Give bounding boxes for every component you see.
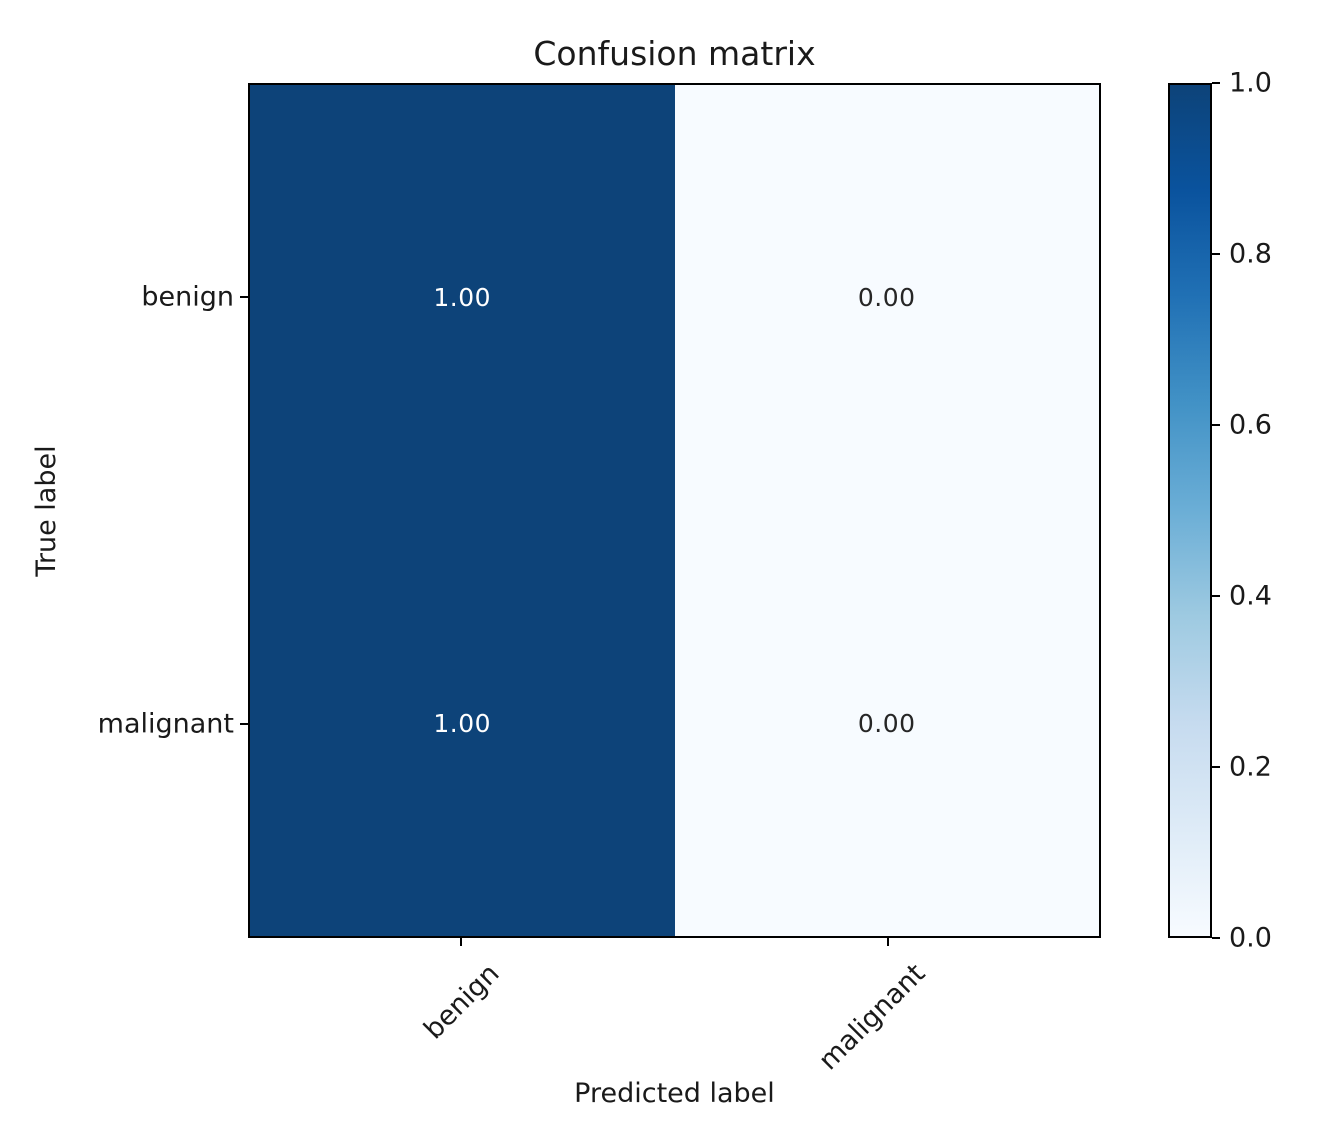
colorbar-tick-label: 0.6 (1229, 409, 1272, 441)
y-axis-label: True label (31, 445, 62, 577)
colorbar-tick-label: 0.0 (1229, 922, 1272, 954)
x-tick-label: benign (417, 958, 506, 1046)
colorbar-tick-label: 0.2 (1229, 751, 1272, 783)
y-axis-tick (240, 723, 248, 726)
heatmap-cell-value: 1.00 (433, 708, 492, 738)
y-tick-label: benign (141, 281, 234, 313)
x-axis-tick (886, 938, 889, 946)
colorbar-tick-label: 1.0 (1229, 67, 1272, 99)
heatmap-cell-value: 0.00 (857, 708, 916, 738)
chart-title: Confusion matrix (533, 34, 816, 73)
x-axis-tick (460, 938, 463, 946)
y-tick-label: malignant (97, 708, 234, 740)
colorbar-tick (1212, 82, 1220, 84)
colorbar-tick (1212, 595, 1220, 597)
colorbar-tick (1212, 766, 1220, 768)
y-axis-tick (240, 295, 248, 298)
colorbar-tick (1212, 253, 1220, 255)
colorbar-tick (1212, 424, 1220, 426)
colorbar-tick (1212, 937, 1220, 939)
heatmap-cell: 0.00 (674, 85, 1099, 511)
heatmap-cell: 1.00 (250, 85, 675, 511)
x-axis-label: Predicted label (574, 1078, 775, 1109)
heatmap-cell-value: 0.00 (857, 283, 916, 313)
colorbar-tick-label: 0.8 (1229, 238, 1272, 270)
heatmap-plot-area: 1.00 0.00 1.00 0.00 (248, 83, 1101, 938)
colorbar-tick-label: 0.4 (1229, 580, 1272, 612)
heatmap-cell: 1.00 (250, 510, 675, 936)
heatmap-cell: 0.00 (674, 510, 1099, 936)
heatmap-cell-value: 1.00 (433, 283, 492, 313)
colorbar (1168, 83, 1212, 938)
x-tick-label: malignant (813, 958, 932, 1077)
